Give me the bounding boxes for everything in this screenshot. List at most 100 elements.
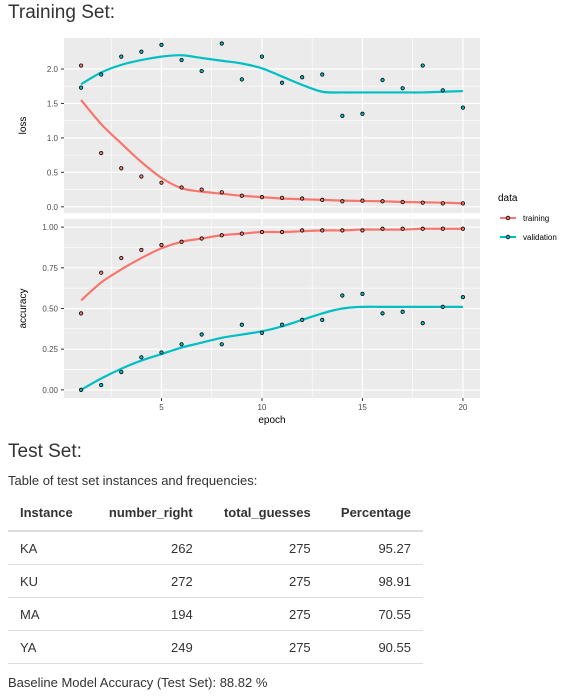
training-point [360, 198, 365, 203]
training-point [380, 199, 385, 204]
validation-smooth-line [80, 54, 463, 94]
validation-point [78, 85, 84, 90]
validation-point [360, 291, 365, 296]
training-point [320, 197, 325, 203]
training-point [320, 228, 325, 233]
training-point [139, 247, 144, 253]
table-row: YA 249 275 90.55 [8, 630, 423, 664]
cell-number-right: 272 [89, 564, 205, 598]
validation-point [420, 63, 425, 68]
column-header-total-guesses: total_guesses [204, 497, 323, 532]
validation-point [179, 342, 184, 347]
x-tick-label: 5 [159, 403, 164, 412]
table-row: KU 272 275 98.91 [8, 564, 423, 598]
y-tick-label: 1.5 [47, 99, 59, 108]
legend: data training validation [498, 193, 557, 242]
column-header-number-right: number_right [89, 497, 205, 532]
cell-total-guesses: 275 [204, 564, 323, 598]
training-point [239, 193, 244, 198]
training-point [179, 239, 184, 244]
validation-point [300, 317, 305, 322]
training-point [340, 228, 345, 233]
training-point [139, 174, 144, 179]
validation-point [320, 72, 325, 77]
training-point [460, 201, 466, 206]
cell-percentage: 95.27 [322, 531, 423, 565]
training-point [420, 200, 425, 205]
validation-point [219, 41, 224, 46]
y-axis-label: accuracy [18, 288, 29, 328]
training-point [400, 226, 405, 231]
validation-point [440, 88, 445, 93]
training-point [259, 229, 265, 235]
cell-instance: MA [8, 597, 90, 631]
training-point [279, 195, 285, 200]
validation-point [340, 293, 345, 298]
training-point [119, 166, 124, 171]
validation-point [380, 77, 385, 83]
legend-key-point [505, 234, 511, 240]
x-axis-label: epoch [258, 415, 285, 426]
panel-background [64, 38, 480, 213]
validation-point [279, 80, 285, 85]
cell-total-guesses: 275 [204, 531, 323, 565]
test-frequency-table: Instance number_right total_guesses Perc… [8, 497, 423, 664]
validation-point [78, 387, 84, 392]
training-point [159, 180, 164, 185]
validation-point [300, 75, 305, 80]
validation-point [400, 309, 405, 314]
validation-point [159, 42, 164, 47]
y-tick-label: 0.00 [42, 386, 58, 395]
training-point [78, 63, 84, 68]
x-tick-label: 10 [257, 403, 266, 412]
validation-point [259, 54, 265, 59]
validation-point [159, 350, 164, 355]
training-point [440, 226, 445, 231]
training-set-title: Training Set: [8, 2, 116, 23]
training-point [400, 199, 405, 205]
training-point [179, 185, 184, 190]
cell-percentage: 98.91 [322, 564, 423, 598]
accuracy-panel: 0.00 0.25 0.50 0.75 1.00 accuracy [18, 219, 480, 398]
training-point [360, 228, 365, 233]
validation-point [279, 322, 285, 327]
training-point [300, 196, 305, 201]
training-point [99, 270, 104, 275]
column-header-percentage: Percentage [322, 497, 423, 532]
training-chart: 0.0 0.5 1.0 1.5 2.0 loss 0.00 0.25 0.50 0.75 1.00 a… [18, 38, 557, 426]
y-tick-label: 0.75 [42, 264, 58, 273]
training-point [219, 190, 224, 195]
table-caption: Table of test set instances and frequenc… [8, 473, 258, 488]
cell-total-guesses: 275 [204, 630, 323, 664]
training-point [380, 226, 385, 231]
validation-point [460, 105, 466, 110]
validation-point [139, 355, 144, 360]
training-point [159, 242, 164, 248]
validation-point [440, 304, 445, 309]
training-point [239, 231, 244, 236]
validation-point [219, 342, 224, 347]
cell-percentage: 70.55 [322, 597, 423, 631]
cell-percentage: 90.55 [322, 630, 423, 664]
y-tick-label: 2.0 [47, 65, 59, 74]
baseline-accuracy-text: Baseline Model Accuracy (Test Set): 88.8… [8, 675, 268, 690]
validation-smooth-line [80, 305, 463, 391]
training-point [259, 195, 265, 200]
training-point [300, 228, 305, 233]
table-row: MA 194 275 70.55 [8, 597, 423, 631]
x-tick-label: 20 [458, 403, 467, 412]
legend-key-point [505, 215, 511, 221]
cell-instance: KA [8, 531, 90, 565]
column-header-instance: Instance [8, 497, 90, 532]
training-point [199, 236, 204, 241]
legend-label-validation: validation [523, 233, 557, 242]
training-point [279, 229, 285, 235]
validation-point [320, 317, 325, 322]
training-point [199, 187, 204, 192]
training-point [440, 201, 445, 206]
training-point [78, 311, 84, 316]
table-row: KA 262 275 95.27 [8, 531, 423, 565]
validation-point [400, 86, 405, 91]
validation-point [119, 54, 124, 59]
legend-label-training: training [523, 214, 549, 223]
